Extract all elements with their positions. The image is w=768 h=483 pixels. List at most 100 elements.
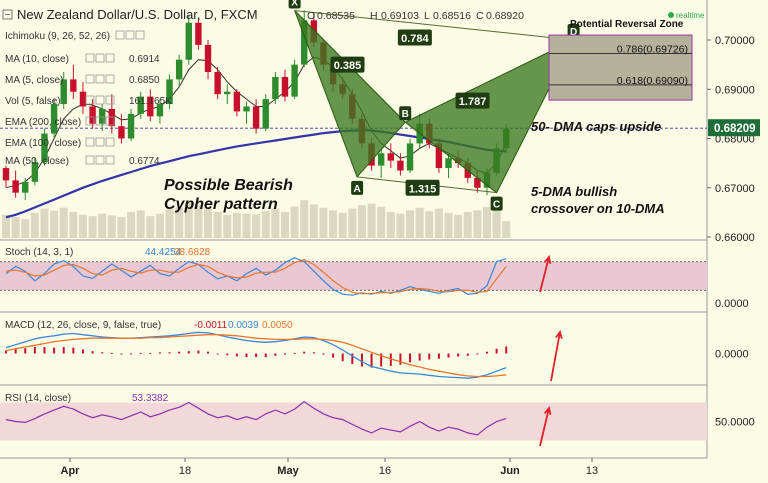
stoch-d-value: 38.6828 xyxy=(174,247,211,258)
volume-bar xyxy=(223,214,232,238)
candle-body xyxy=(224,91,231,95)
legend-close-icon xyxy=(105,137,115,147)
volume-bar xyxy=(50,210,59,238)
macd-histogram-bar xyxy=(130,353,133,355)
volume-bar xyxy=(194,205,203,238)
price-tick-label: 0.67000 xyxy=(715,183,755,195)
volume-bar xyxy=(271,208,280,238)
candle-body xyxy=(262,99,269,129)
legend-settings-icon xyxy=(95,155,105,165)
rsi-label: RSI (14, close) xyxy=(5,393,71,404)
rsi-line xyxy=(5,400,507,436)
ratio-tag xyxy=(455,92,490,109)
time-tick-label: Jun xyxy=(500,465,520,477)
volume-bar xyxy=(69,211,78,238)
macd-histogram-bar xyxy=(168,352,171,354)
candle-body xyxy=(60,79,67,105)
candle-body xyxy=(291,64,298,97)
legend-close-icon xyxy=(105,95,115,105)
macd-histogram-bar xyxy=(466,353,469,356)
candle-body xyxy=(301,20,308,65)
volume-bar xyxy=(386,211,395,238)
volume-bar xyxy=(136,210,145,238)
time-tick-label: May xyxy=(277,465,299,477)
stoch-series-line xyxy=(5,259,507,295)
ratio-label: 1.315 xyxy=(409,183,437,195)
vertex-marker xyxy=(399,106,412,121)
potential-reversal-zone: Potential Reversal Zone 0.786(0.69726) 0.6… xyxy=(548,19,693,101)
candle-body xyxy=(185,22,192,60)
volume-bar xyxy=(396,213,405,238)
price-tick-label: 0.66000 xyxy=(715,232,755,244)
volume-bar xyxy=(11,217,20,238)
rsi-panel: RSI (14, close) 53.3382 xyxy=(0,393,707,441)
macd-histogram-bar xyxy=(91,351,94,354)
vertex-label-c: C xyxy=(493,200,500,211)
ohlc-low: 0.68516 xyxy=(433,10,471,22)
ma50-line xyxy=(5,128,507,219)
candle-body xyxy=(137,96,144,114)
volume-bar xyxy=(242,213,251,238)
price-tick-label: 0.69000 xyxy=(715,84,755,96)
volume-bar xyxy=(300,200,309,238)
up-arrows xyxy=(539,254,563,447)
volume-bar xyxy=(30,212,39,238)
ohlc-low-label: L xyxy=(424,10,430,22)
macd-histogram-bar xyxy=(293,352,296,354)
candle-body xyxy=(377,153,385,166)
vertex-marker xyxy=(351,180,364,195)
up-arrow-shaft xyxy=(539,407,550,447)
volume-bar xyxy=(309,204,318,238)
up-arrow-shaft xyxy=(550,331,561,382)
macd-histogram-bar xyxy=(178,351,181,354)
rsi-value: 53.3382 xyxy=(132,393,169,404)
volume-bar xyxy=(348,208,357,238)
macd-histogram-bar xyxy=(43,347,46,354)
collapse-icon[interactable] xyxy=(2,9,13,20)
legend-close-icon xyxy=(105,155,115,165)
volume-bar xyxy=(155,213,164,238)
time-tick-label: Apr xyxy=(61,465,81,477)
legend-label: Vol (5, false) xyxy=(5,96,61,107)
reversal-zone-box xyxy=(548,34,693,101)
volume-bar xyxy=(261,211,270,238)
price-tick-label: 0.70000 xyxy=(715,35,755,47)
legend-eye-icon xyxy=(85,53,95,63)
volume-bar xyxy=(367,203,376,238)
macd-histogram-bar xyxy=(120,353,123,355)
candle-body xyxy=(70,79,77,92)
time-tick-label: 16 xyxy=(379,465,391,477)
volume-bars xyxy=(2,200,511,238)
macd-histogram-bar xyxy=(437,353,440,359)
legend-close-icon xyxy=(135,30,145,40)
time-axis: Apr 18 May 16 Jun 13 xyxy=(61,458,598,477)
up-arrow-head xyxy=(543,254,552,265)
macd-histogram-bar xyxy=(14,349,17,354)
legend-settings-icon xyxy=(125,30,135,40)
zone-level-label: 0.786(0.69726) xyxy=(617,43,688,55)
stoch-label: Stoch (14, 3, 1) xyxy=(5,247,73,258)
volume-bar xyxy=(40,208,49,238)
indicator-legend: Ichimoku (9, 26, 52, 26) MA (10, close) 0.… xyxy=(5,30,172,167)
ratio-tag xyxy=(405,179,440,196)
volume-bar xyxy=(146,216,155,238)
legend-label: MA (50, close) xyxy=(5,156,69,167)
macd-histogram-bar xyxy=(101,352,104,354)
volume-bar xyxy=(184,202,193,238)
macd-histogram-bar xyxy=(24,348,27,354)
stoch-series-line xyxy=(5,257,507,296)
candle-body xyxy=(214,72,221,95)
legend-label: MA (10, close) xyxy=(5,54,69,65)
macd-signal-value: 0.0050 xyxy=(262,320,293,331)
macd-histogram-bar xyxy=(197,350,200,354)
candle-body xyxy=(233,91,241,112)
macd-histogram-bar xyxy=(187,351,190,354)
legend-close-icon xyxy=(105,74,115,84)
ohlc-high-label: H xyxy=(370,10,378,22)
candle-body xyxy=(156,104,164,117)
macd-histogram-bar xyxy=(274,353,277,356)
macd-value: 0.0039 xyxy=(228,320,259,331)
chart-title: New Zealand Dollar/U.S. Dollar, D, FXCM xyxy=(17,7,258,22)
candle-body xyxy=(79,91,87,107)
candle-body xyxy=(272,76,279,100)
